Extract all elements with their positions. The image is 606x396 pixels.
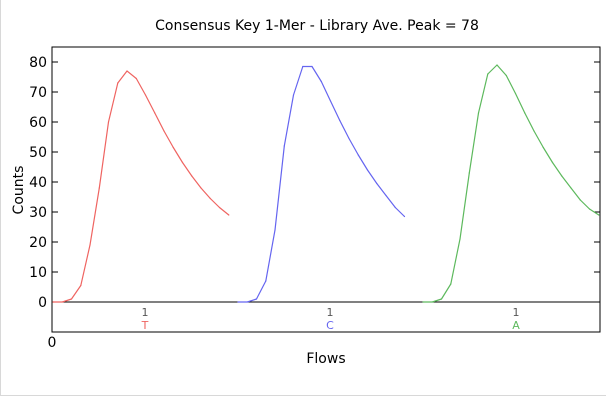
x-tick-label-0: 0: [48, 335, 57, 351]
y-tick-label-20: 20: [29, 235, 47, 251]
series-point-A-13: [542, 146, 544, 149]
series-point-A-0: [422, 301, 424, 303]
series-point-T-3: [80, 284, 82, 287]
series-point-A-11: [524, 112, 526, 114]
series-point-A-12: [533, 130, 535, 132]
series-point-C-9: [320, 80, 322, 83]
flow-nuc-label-T: T: [141, 319, 149, 332]
series-point-C-0: [237, 301, 239, 303]
series-point-A-10: [514, 92, 517, 95]
y-axis: 0 10 20 30 40 50 60 70 80: [29, 55, 600, 311]
series-point-T-12: [163, 130, 165, 132]
series-point-T-7: [117, 82, 119, 84]
series-point-C-13: [357, 154, 359, 156]
series-point-C-15: [376, 182, 378, 185]
series-point-C-17: [394, 206, 396, 209]
series-point-T-5: [98, 187, 100, 189]
series-point-A-7: [487, 73, 489, 75]
series-point-A-2: [440, 298, 443, 300]
y-tick-label-10: 10: [29, 265, 47, 281]
series-point-C-7: [302, 65, 304, 68]
series-line-A: [423, 64, 600, 303]
series-point-C-18: [403, 215, 406, 218]
series-point-A-17: [579, 199, 581, 201]
series-point-T-2: [70, 298, 73, 300]
series-line-C: [238, 65, 405, 303]
y-tick-label-40: 40: [29, 175, 47, 191]
flow-count-label-C: 1: [327, 306, 334, 319]
series-point-T-17: [209, 197, 211, 200]
flow-count-label-A: 1: [513, 306, 520, 319]
flow-nuc-label-A: A: [512, 319, 520, 332]
series-point-C-1: [246, 301, 248, 303]
y-tick-label-80: 80: [29, 55, 47, 71]
series-point-C-4: [274, 229, 276, 231]
series-point-C-12: [348, 137, 350, 140]
series-point-C-2: [255, 298, 258, 300]
series-point-A-14: [551, 161, 554, 164]
series-point-C-6: [292, 94, 295, 96]
y-tick-label-0: 0: [38, 295, 47, 311]
series-point-C-5: [283, 145, 285, 147]
series-point-T-15: [191, 175, 193, 177]
series-point-T-4: [89, 244, 91, 246]
series-point-A-4: [459, 238, 461, 240]
series-point-A-8: [496, 64, 498, 66]
x-axis-label: Flows: [306, 351, 345, 367]
series-point-A-5: [468, 172, 470, 174]
y-axis-label: Counts: [11, 166, 27, 215]
series-point-A-16: [570, 187, 572, 189]
series-point-T-13: [172, 146, 174, 149]
series-point-T-0: [52, 301, 54, 303]
series-point-A-1: [431, 301, 433, 303]
series-line-T: [53, 70, 230, 303]
series-point-C-10: [329, 100, 332, 102]
series-point-T-6: [107, 121, 110, 123]
series-point-T-16: [200, 187, 202, 189]
series-point-A-15: [561, 175, 563, 177]
series-point-A-18: [588, 208, 591, 210]
series-point-T-1: [61, 301, 63, 303]
series-point-C-16: [385, 194, 387, 197]
series-layer: [52, 64, 600, 303]
y-tick-label-60: 60: [29, 115, 47, 131]
series-point-A-9: [505, 74, 507, 77]
flow-nuc-label-C: C: [326, 319, 334, 332]
flow-count-label-T: 1: [142, 306, 149, 319]
series-point-T-9: [135, 77, 137, 80]
series-point-C-14: [366, 169, 369, 171]
y-tick-label-30: 30: [29, 205, 47, 221]
series-point-C-3: [265, 280, 267, 282]
series-point-T-11: [154, 112, 156, 114]
series-point-T-19: [228, 214, 230, 216]
series-point-C-11: [339, 119, 341, 122]
y-tick-label-70: 70: [29, 85, 47, 101]
series-point-A-6: [477, 112, 480, 114]
series-point-T-18: [218, 206, 221, 209]
series-point-A-3: [450, 283, 452, 285]
plot-area: [51, 46, 601, 333]
series-point-A-19: [598, 214, 600, 216]
series-point-C-8: [311, 65, 313, 68]
series-point-T-8: [126, 70, 128, 72]
chart-title: Consensus Key 1-Mer - Library Ave. Peak …: [155, 18, 479, 34]
y-tick-label-50: 50: [29, 145, 47, 161]
series-point-T-14: [181, 161, 184, 164]
series-point-T-10: [144, 94, 147, 96]
